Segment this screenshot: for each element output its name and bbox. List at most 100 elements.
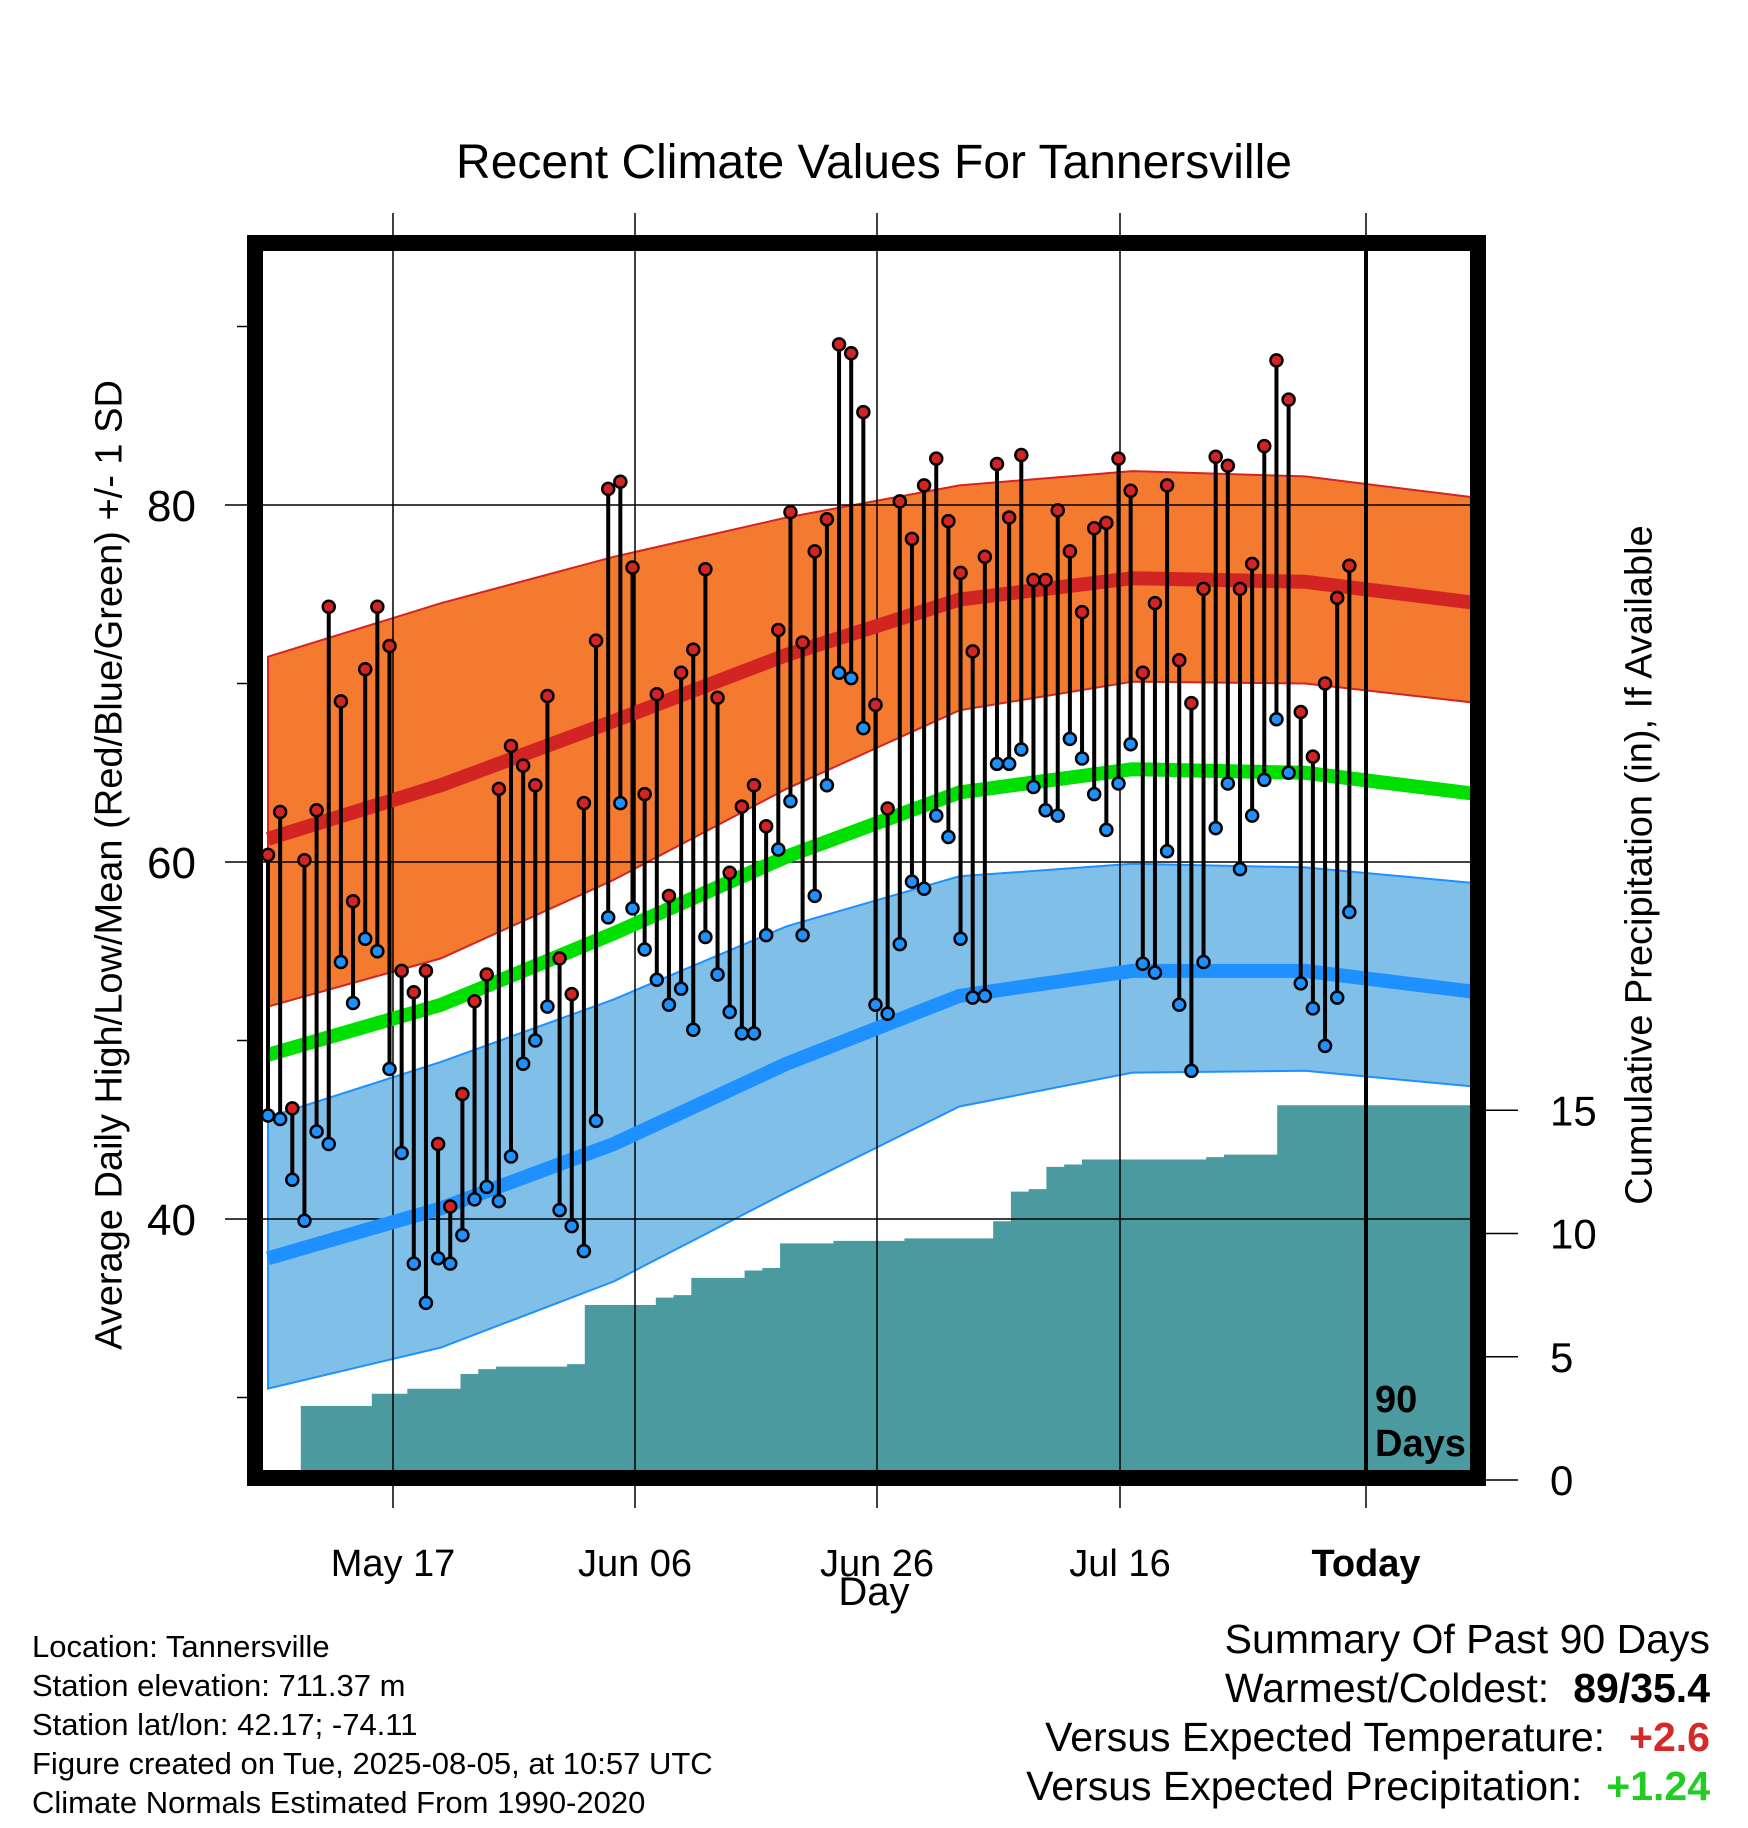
- daily-high-point: [430, 1136, 446, 1152]
- y-axis-label: Average Daily High/Low/Mean (Red/Blue/Gr…: [88, 380, 131, 1350]
- daily-high-point: [941, 513, 956, 529]
- temp-anomaly-label: Versus Expected Temperature:: [1045, 1714, 1606, 1760]
- daily-low-point: [1099, 822, 1114, 838]
- daily-low-point: [1329, 990, 1345, 1005]
- summary-precip: Versus Expected Precipitation: +1.24: [1026, 1762, 1710, 1811]
- daily-low-point: [1257, 772, 1272, 788]
- x-tick-label: Today: [1311, 1543, 1420, 1585]
- daily-low-point: [418, 1295, 434, 1311]
- daily-high-point: [771, 622, 786, 638]
- daily-high-point: [1099, 515, 1114, 531]
- daily-high-point: [1196, 581, 1211, 597]
- daily-high-point: [819, 512, 835, 527]
- daily-high-point: [1342, 558, 1357, 573]
- precip-anomaly-value: +1.24: [1606, 1763, 1710, 1809]
- x-tick-label: May 17: [331, 1543, 456, 1585]
- daily-high-point: [856, 404, 871, 420]
- daily-high-point: [929, 451, 944, 466]
- daily-low-point: [1159, 844, 1175, 859]
- daily-high-point: [637, 786, 652, 802]
- x-tick-label: Jun 06: [578, 1543, 692, 1585]
- daily-high-point: [734, 799, 750, 814]
- daily-high-point: [649, 686, 665, 702]
- daily-high-point: [795, 635, 810, 650]
- daily-low-point: [868, 997, 883, 1013]
- daily-low-point: [953, 931, 968, 947]
- daily-low-point: [333, 954, 349, 970]
- daily-high-point: [1220, 458, 1236, 473]
- normal-bands: [267, 470, 1479, 1390]
- daily-high-point: [1281, 392, 1296, 407]
- daily-high-point: [1184, 695, 1199, 711]
- daily-low-point: [260, 1108, 276, 1123]
- daily-low-point: [1342, 904, 1357, 920]
- daily-low-point: [564, 1218, 579, 1234]
- daily-high-point: [953, 565, 968, 581]
- daily-high-point: [321, 599, 336, 614]
- daily-bars: [260, 337, 1357, 1311]
- today-marker-line: Days: [1375, 1423, 1466, 1465]
- daily-high-point: [1244, 556, 1260, 572]
- daily-low-point: [1196, 954, 1211, 970]
- daily-low-point: [1074, 751, 1090, 766]
- daily-low-point: [515, 1056, 531, 1071]
- daily-high-point: [1317, 676, 1333, 691]
- daily-low-point: [1062, 731, 1078, 747]
- y2-tick-label: 15: [1550, 1087, 1597, 1134]
- daily-high-point: [479, 967, 494, 982]
- daily-high-point: [455, 1086, 470, 1102]
- daily-high-point: [698, 562, 713, 577]
- axes: May 17 Jun 06 Jun 26 Jul 16 Today 40 60 80 0 5 10 1…: [147, 213, 1597, 1585]
- summary-panel: Summary Of Past 90 Days Warmest/Coldest:…: [1026, 1615, 1710, 1811]
- daily-high-point: [564, 986, 579, 1002]
- daily-low-point: [771, 842, 786, 857]
- precip-anomaly-label: Versus Expected Precipitation:: [1026, 1763, 1583, 1809]
- daily-high-point: [515, 758, 531, 773]
- daily-low-point: [746, 1026, 762, 1041]
- daily-high-point: [613, 474, 628, 490]
- daily-high-point: [1135, 665, 1151, 681]
- daily-high-point: [345, 894, 361, 909]
- daily-low-point: [309, 1124, 324, 1139]
- daily-low-point: [1014, 742, 1029, 757]
- daily-low-point: [443, 1256, 458, 1271]
- daily-low-point: [600, 910, 616, 925]
- daily-low-point: [1111, 776, 1126, 791]
- plot-frame: [247, 235, 1486, 1486]
- daily-low-point: [1184, 1063, 1199, 1079]
- daily-low-point: [1317, 1038, 1333, 1054]
- meta-created: Figure created on Tue, 2025-08-05, at 10…: [32, 1746, 713, 1781]
- y-tick-label: 40: [147, 1196, 196, 1245]
- daily-high-point: [1269, 353, 1284, 368]
- daily-high-point: [661, 888, 677, 904]
- daily-high-point: [1014, 447, 1029, 463]
- daily-high-point: [418, 963, 434, 979]
- daily-high-point: [528, 777, 543, 793]
- meta-location: Location: Tannersville: [32, 1629, 330, 1664]
- meta-latlon: Station lat/lon: 42.17; -74.11: [32, 1707, 418, 1742]
- daily-high-point: [1050, 503, 1065, 518]
- daily-high-point: [540, 688, 555, 704]
- daily-high-point: [977, 549, 993, 565]
- warm-cold-value: 89/35.4: [1573, 1665, 1710, 1711]
- daily-low-point: [285, 1172, 300, 1187]
- daily-high-point: [880, 801, 895, 816]
- y2-tick-label: 0: [1550, 1457, 1573, 1504]
- temp-anomaly-value: +2.6: [1629, 1714, 1710, 1760]
- daily-low-point: [1026, 779, 1041, 795]
- daily-high-point: [1305, 749, 1321, 764]
- x-axis-label: Day: [838, 1570, 910, 1614]
- daily-low-point: [345, 995, 361, 1011]
- daily-low-point: [880, 1006, 895, 1021]
- daily-high-point: [309, 802, 324, 818]
- y2-tick-label: 10: [1550, 1211, 1597, 1258]
- daily-low-point: [892, 936, 908, 952]
- daily-low-point: [297, 1213, 312, 1229]
- daily-low-point: [843, 670, 859, 686]
- normal-mean-line: [266, 762, 1479, 1062]
- daily-low-point: [989, 756, 1005, 772]
- daily-low-point: [467, 1192, 482, 1207]
- daily-high-point: [1172, 653, 1187, 668]
- daily-high-point: [892, 494, 908, 509]
